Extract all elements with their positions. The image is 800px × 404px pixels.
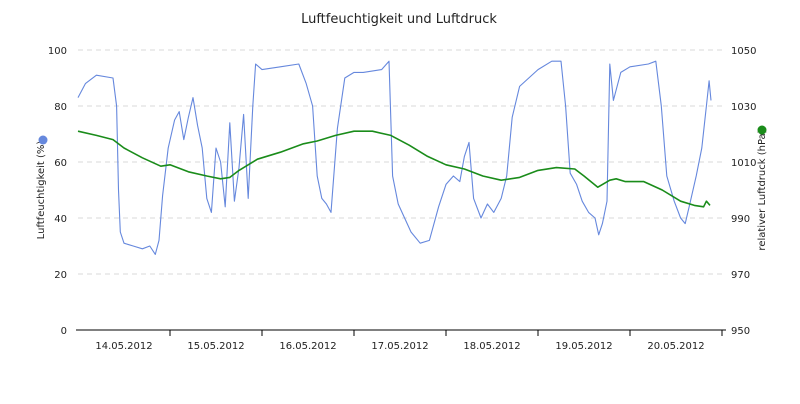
x-tick-label: 20.05.2012 (647, 341, 704, 352)
x-tick-label: 15.05.2012 (187, 341, 244, 352)
right-axis-title: relativer Luftdruck (hPa) (757, 129, 768, 250)
right-tick-label: 950 (731, 326, 750, 337)
left-axis-title: Luftfeuchtigkeit (%) (36, 141, 47, 240)
x-tick-label: 19.05.2012 (555, 341, 612, 352)
left-tick-label: 80 (54, 102, 67, 113)
left-axis-series-marker (38, 135, 48, 145)
left-tick-label: 40 (54, 214, 67, 225)
series-layer (77, 60, 712, 255)
x-tick-label: 16.05.2012 (279, 341, 336, 352)
right-tick-label: 1010 (731, 158, 756, 169)
right-tick-label: 1050 (731, 46, 756, 57)
series-line-luftdruck (77, 130, 711, 208)
series-line-luftfeuchtigkeit (77, 60, 712, 255)
right-tick-label: 1030 (731, 102, 756, 113)
right-axis-title-group: relativer Luftdruck (hPa) (757, 129, 768, 250)
x-axis-ticks: 14.05.2012 15.05.2012 16.05.2012 17.05.2012… (95, 330, 723, 352)
right-tick-label: 970 (731, 270, 750, 281)
left-tick-label: 20 (54, 270, 67, 281)
left-axis-title-group: Luftfeuchtigkeit (%) (36, 141, 47, 240)
left-tick-label: 60 (54, 158, 67, 169)
right-tick-label: 990 (731, 214, 750, 225)
chart-title: Luftfeuchtigkeit und Luftdruck (301, 12, 497, 27)
left-tick-label: 0 (61, 326, 67, 337)
left-axis-ticks: 0 20 40 60 80 100 (48, 46, 67, 337)
right-axis-ticks: 950 970 990 1010 1030 1050 (731, 46, 756, 337)
grid-lines (78, 49, 722, 275)
x-tick-label: 18.05.2012 (463, 341, 520, 352)
right-axis-series-marker (757, 125, 767, 135)
left-tick-label: 100 (48, 46, 67, 57)
x-tick-label: 17.05.2012 (371, 341, 428, 352)
x-tick-label: 14.05.2012 (95, 341, 152, 352)
